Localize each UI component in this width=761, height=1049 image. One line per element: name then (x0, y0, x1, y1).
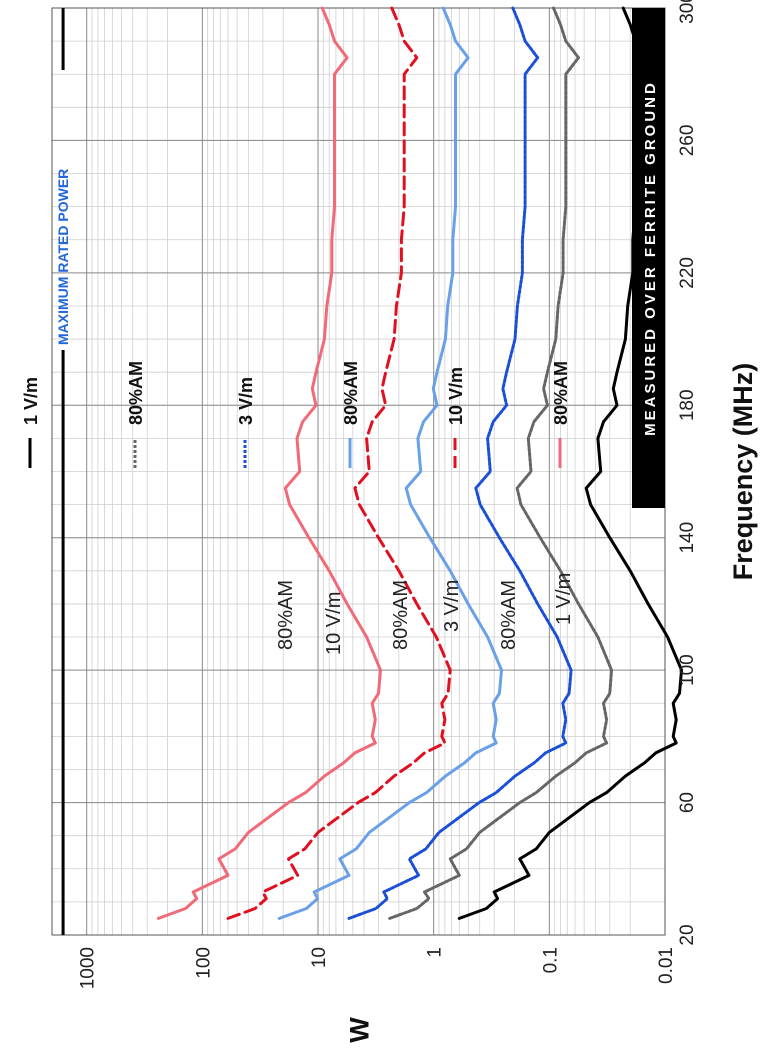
axis-labels: Frequency (MHz) W (345, 363, 759, 1043)
banner-box (632, 8, 665, 508)
y-axis-title: W (345, 1017, 375, 1043)
legend-label-1: 80%AM (126, 361, 146, 425)
curve-label-3: 80%AM (390, 580, 412, 650)
series-line-2 (347, 6, 573, 920)
legend-label-2: 3 V/m (236, 377, 256, 425)
series-line-4 (226, 6, 452, 920)
series-layer (156, 6, 683, 920)
banner-text: MEASURED OVER FERRITE GROUND (642, 80, 659, 436)
legend-label-4: 10 V/m (446, 367, 466, 425)
curve-label-2: 3 V/m (441, 580, 463, 632)
x-tick-label: 300 (677, 0, 698, 24)
y-tick-label: 10 (309, 947, 330, 968)
x-axis-title: Frequency (MHz) (728, 363, 758, 581)
legend-label-3: 80%AM (341, 361, 361, 425)
ticks-layer: 20 60 100 140 180 220 260 300 0.01 0.1 1 10 100 1000 (78, 0, 698, 989)
minor-grid (52, 7, 665, 936)
y-tick-label: 1 (425, 947, 446, 958)
x-tick-label: 60 (677, 792, 698, 813)
legend: 1 V/m 80%AM 3 V/m 80%AM 10 V/m 80%AM (21, 361, 571, 468)
series-line-1 (388, 6, 613, 920)
x-tick-label: 140 (677, 522, 698, 554)
x-tick-label: 260 (677, 125, 698, 157)
legend-label-5: 80%AM (551, 361, 571, 425)
curve-label-4: 10 V/m (323, 592, 345, 655)
x-tick-label: 100 (677, 654, 698, 686)
y-tick-label: 0.1 (540, 947, 561, 973)
series-line-5 (156, 6, 382, 920)
x-tick-label: 180 (677, 389, 698, 421)
series-line-3 (277, 6, 503, 920)
annotations-layer: MAXIMUM RATED POWER MEASURED OVER FERRITE… (55, 8, 665, 935)
y-tick-label: 0.01 (656, 947, 677, 984)
curve-label-5: 80%AM (275, 580, 297, 650)
max-power-label: MAXIMUM RATED POWER (55, 169, 71, 345)
x-tick-label: 220 (677, 257, 698, 289)
curve-label-0: 1 V/m (553, 573, 575, 625)
y-tick-label: 100 (193, 947, 214, 979)
legend-label-0: 1 V/m (21, 377, 41, 425)
x-tick-label: 20 (677, 924, 698, 945)
curve-label-1: 80%AM (498, 580, 520, 650)
y-tick-label: 1000 (78, 947, 99, 989)
